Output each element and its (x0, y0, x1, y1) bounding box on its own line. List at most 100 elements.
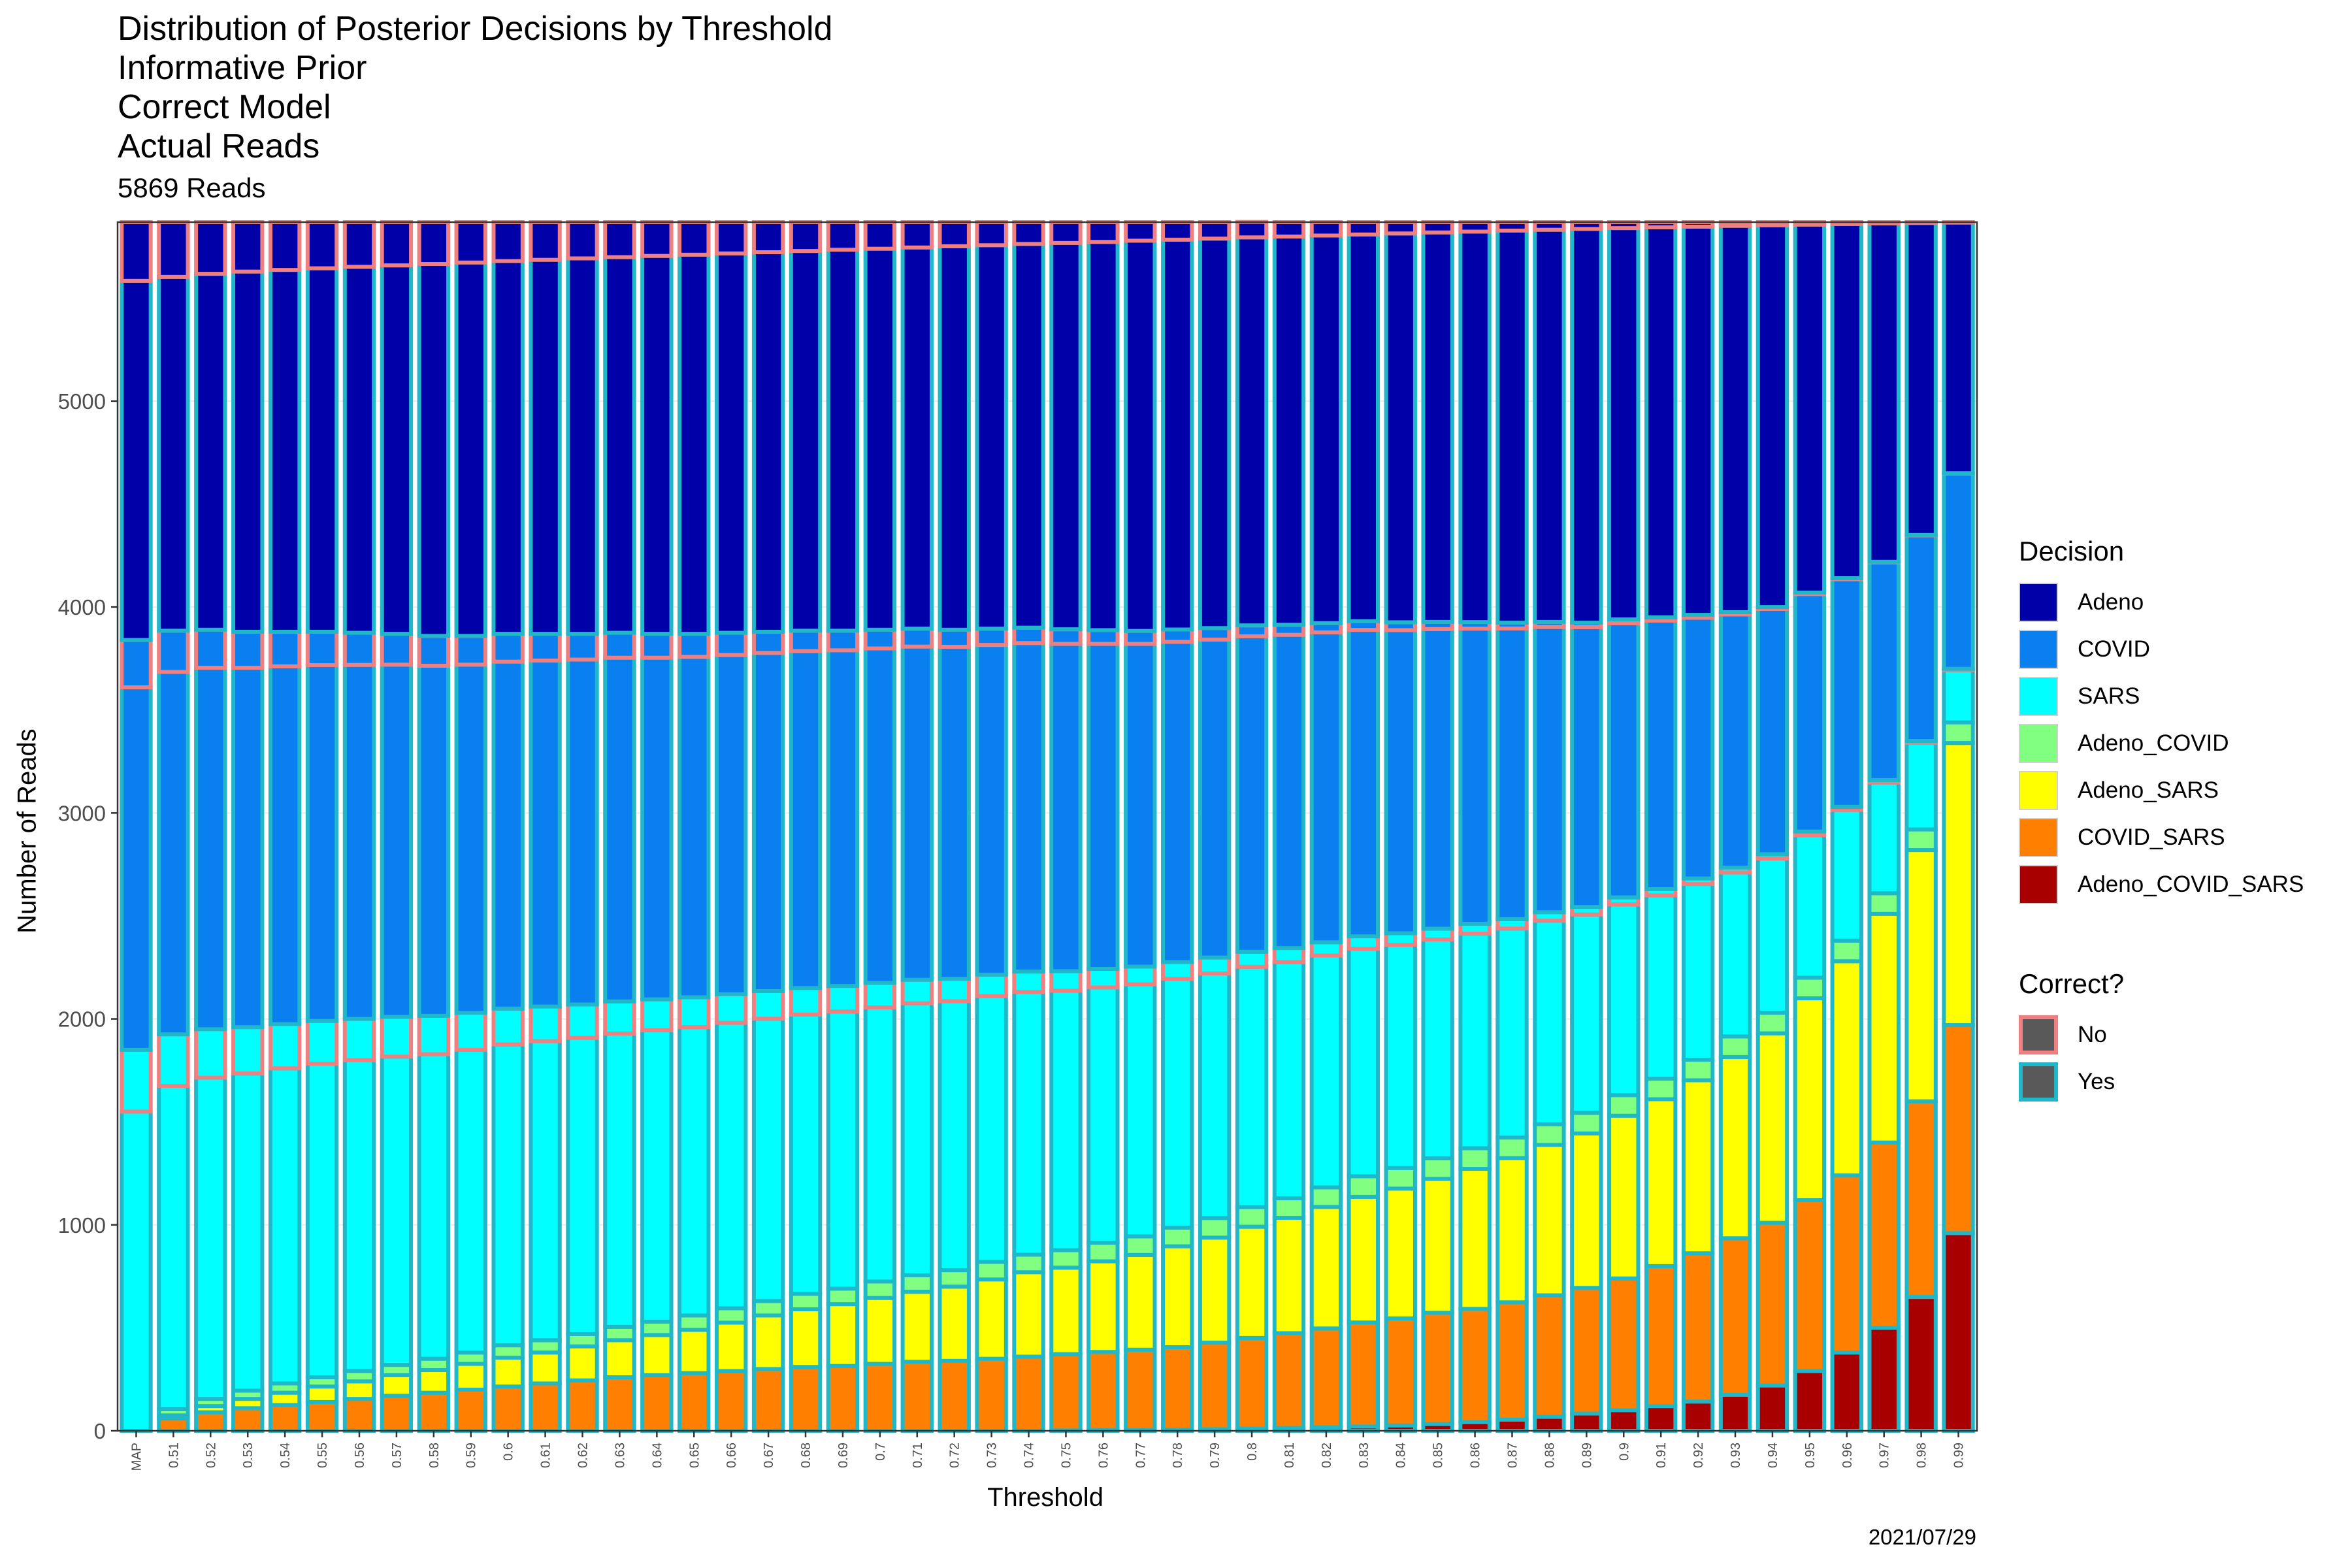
bar-segment (1533, 1414, 1566, 1433)
bar-segment (1607, 1113, 1641, 1281)
bar-segment-incorrect (751, 629, 785, 655)
bar-segment (714, 1021, 748, 1311)
x-tick-label: 0.97 (1878, 1443, 1892, 1468)
bar-segment (640, 1333, 674, 1377)
bar-segment (1309, 1205, 1343, 1331)
bar-segment (1495, 1156, 1529, 1305)
bar-segment (1533, 919, 1566, 1126)
bar-segment (1012, 242, 1045, 630)
bar-segment-incorrect (566, 220, 599, 261)
bar-segment (157, 274, 190, 633)
bar-segment-incorrect (1161, 220, 1194, 242)
bar-segment (1049, 240, 1083, 632)
legend-item: Adeno_COVID_SARS (2019, 861, 2304, 908)
bar-segment-incorrect (826, 984, 860, 1014)
x-tick-label: 0.63 (613, 1443, 627, 1468)
bar-segment-incorrect (1384, 220, 1417, 236)
bar-segment-incorrect (1309, 220, 1343, 238)
bar-segment (1570, 227, 1603, 625)
bar-segment (900, 1273, 934, 1294)
bar-segment (1756, 1220, 1789, 1388)
bar-segment (938, 1358, 971, 1433)
bar-segment-incorrect (1198, 955, 1232, 975)
bar-segment (900, 245, 934, 631)
bar-segment-incorrect (751, 220, 785, 255)
bar-segment (1272, 235, 1306, 627)
bar-segment (1272, 1331, 1306, 1430)
bar-segment (1309, 630, 1343, 945)
bar-segment (1198, 237, 1232, 630)
bar-segment-incorrect (491, 632, 525, 664)
bar-segment-incorrect (938, 627, 971, 649)
bar-segment (1607, 226, 1641, 622)
bar-segment-incorrect (1012, 220, 1045, 246)
bar-segment (1756, 606, 1789, 857)
bar-segment (231, 269, 265, 634)
x-tick-label: 0.65 (687, 1443, 702, 1468)
bar-segment (157, 670, 190, 1037)
bar-segment (1793, 222, 1827, 595)
legend-label-no: No (2078, 1022, 2107, 1047)
legend-label-adeno-sars: Adeno_SARS (2078, 777, 2219, 803)
x-tick-label: 0.9 (1617, 1443, 1631, 1461)
bar-segment (678, 1328, 711, 1375)
bar-segment (1161, 640, 1194, 964)
bar-segment (640, 1373, 674, 1433)
bar-segment-incorrect (417, 634, 451, 668)
bar-segment-incorrect (529, 220, 562, 262)
bar-segment (120, 1109, 153, 1433)
bar-segment-incorrect (1198, 220, 1232, 241)
bar-segment-incorrect (1570, 220, 1603, 231)
bar-segment (1012, 1354, 1045, 1433)
bar-segment (1458, 1167, 1492, 1311)
bar-segment (975, 994, 1008, 1264)
bar-segment (1904, 848, 1938, 1103)
bar-segment (975, 1356, 1008, 1433)
x-tick-label: 0.69 (836, 1443, 851, 1468)
bar-segment (1458, 1146, 1492, 1171)
bar-segment (938, 1268, 971, 1289)
y-tick-label: 1000 (58, 1213, 106, 1237)
x-tick-label: 0.95 (1803, 1443, 1818, 1468)
bar-segment (1235, 1335, 1269, 1431)
bar-segment (863, 246, 897, 632)
bar-segment (1161, 1244, 1194, 1350)
x-tick-label: 0.98 (1915, 1443, 1929, 1468)
y-tick-label: 3000 (58, 801, 106, 825)
bar-segment (714, 1306, 748, 1325)
bar-segment (305, 266, 339, 634)
bar-segment (1012, 990, 1045, 1257)
bar-segment (417, 663, 451, 1018)
x-tick-label: 0.86 (1469, 1443, 1483, 1468)
bar-segment (1198, 1235, 1232, 1345)
x-tick-label: 0.79 (1208, 1443, 1222, 1468)
legend-item: Yes (2019, 1058, 2124, 1105)
bar-segment (1533, 227, 1566, 624)
bar-segment-incorrect (417, 1013, 451, 1056)
bar-segment (938, 644, 971, 981)
bar-segment (194, 666, 227, 1032)
bar-segment (380, 1054, 414, 1367)
bar-segment (1049, 1248, 1083, 1270)
bar-segment (900, 1001, 934, 1278)
bar-segment (1681, 882, 1715, 1062)
bar-segment (1570, 1131, 1603, 1290)
bar-segment (751, 1367, 785, 1433)
bar-segment (751, 1017, 785, 1303)
bar-segment (417, 1052, 451, 1361)
bar-segment (1607, 902, 1641, 1098)
bar-segment (789, 249, 823, 633)
bar-segment (1904, 221, 1938, 537)
bar-segment-incorrect (305, 629, 339, 668)
bar-segment (231, 666, 265, 1030)
bar-segment (454, 662, 487, 1015)
bar-segment (1830, 1350, 1863, 1433)
x-axis: MAP 0.51 0.52 0.53 0.54 0.55 0.56 0.57 0.58 0.59 0… (129, 1431, 1967, 1471)
bar-segment (1012, 641, 1045, 974)
legend-key-yes (2019, 1062, 2058, 1102)
bar-segment (529, 659, 562, 1009)
bar-segment-incorrect (1495, 220, 1529, 233)
panel-border (116, 221, 1978, 1432)
bar-segment (1867, 1326, 1901, 1433)
bar-segment-incorrect (1235, 949, 1269, 969)
